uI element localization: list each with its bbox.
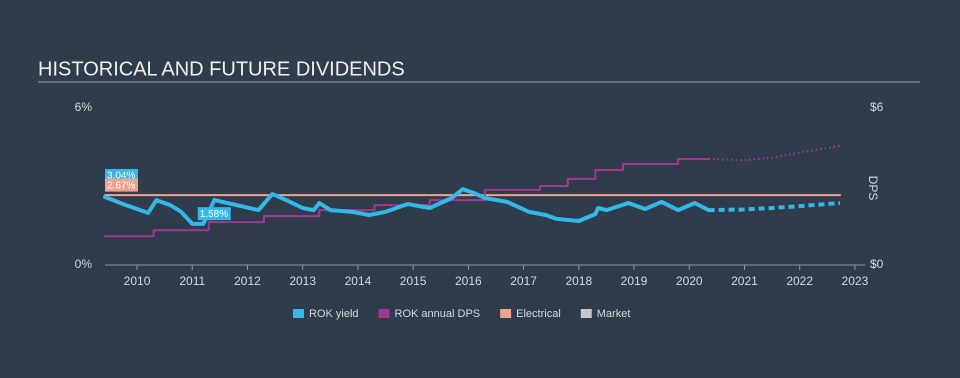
legend-label: Market bbox=[597, 308, 631, 320]
y2-axis-label: DPS bbox=[866, 176, 880, 201]
legend-label: ROK yield bbox=[309, 308, 359, 320]
y2-tick-label: $6 bbox=[870, 100, 884, 114]
y-tick-label: 6% bbox=[75, 100, 93, 114]
forecast-line bbox=[708, 201, 841, 213]
chart-title: HISTORICAL AND FUTURE DIVIDENDS bbox=[38, 58, 405, 80]
series-line bbox=[103, 187, 711, 226]
annotation-label: 3.04% bbox=[107, 171, 135, 182]
x-tick-label: 2015 bbox=[400, 274, 427, 288]
annotation-label: 1.58% bbox=[200, 209, 228, 220]
legend-swatch bbox=[580, 309, 592, 318]
x-tick-label: 2019 bbox=[621, 274, 648, 288]
x-tick-label: 2012 bbox=[234, 274, 261, 288]
x-tick-label: 2016 bbox=[455, 274, 482, 288]
x-tick-label: 2013 bbox=[289, 274, 316, 288]
x-tick-label: 2022 bbox=[786, 274, 813, 288]
legend-swatch bbox=[293, 309, 304, 318]
forecast-line bbox=[708, 144, 841, 162]
y2-tick-label: $0 bbox=[870, 257, 884, 271]
legend-label: Electrical bbox=[516, 308, 561, 320]
y-tick-label: 0% bbox=[75, 257, 93, 271]
legend-label: ROK annual DPS bbox=[395, 308, 481, 320]
x-tick-label: 2020 bbox=[676, 274, 703, 288]
legend-swatch bbox=[500, 309, 512, 318]
x-tick-label: 2023 bbox=[842, 274, 869, 288]
legend-swatch bbox=[378, 309, 390, 318]
annotation-label: 2.67% bbox=[107, 180, 135, 191]
series-line bbox=[104, 158, 710, 238]
x-tick-label: 2010 bbox=[124, 274, 151, 288]
x-tick-label: 2011 bbox=[179, 274, 205, 288]
x-tick-label: 2017 bbox=[510, 274, 537, 288]
x-tick-label: 2014 bbox=[345, 274, 372, 288]
x-tick-label: 2018 bbox=[565, 274, 592, 288]
annotation-box bbox=[197, 207, 231, 221]
annotation-box bbox=[105, 178, 138, 192]
x-tick-label: 2021 bbox=[731, 274, 758, 288]
